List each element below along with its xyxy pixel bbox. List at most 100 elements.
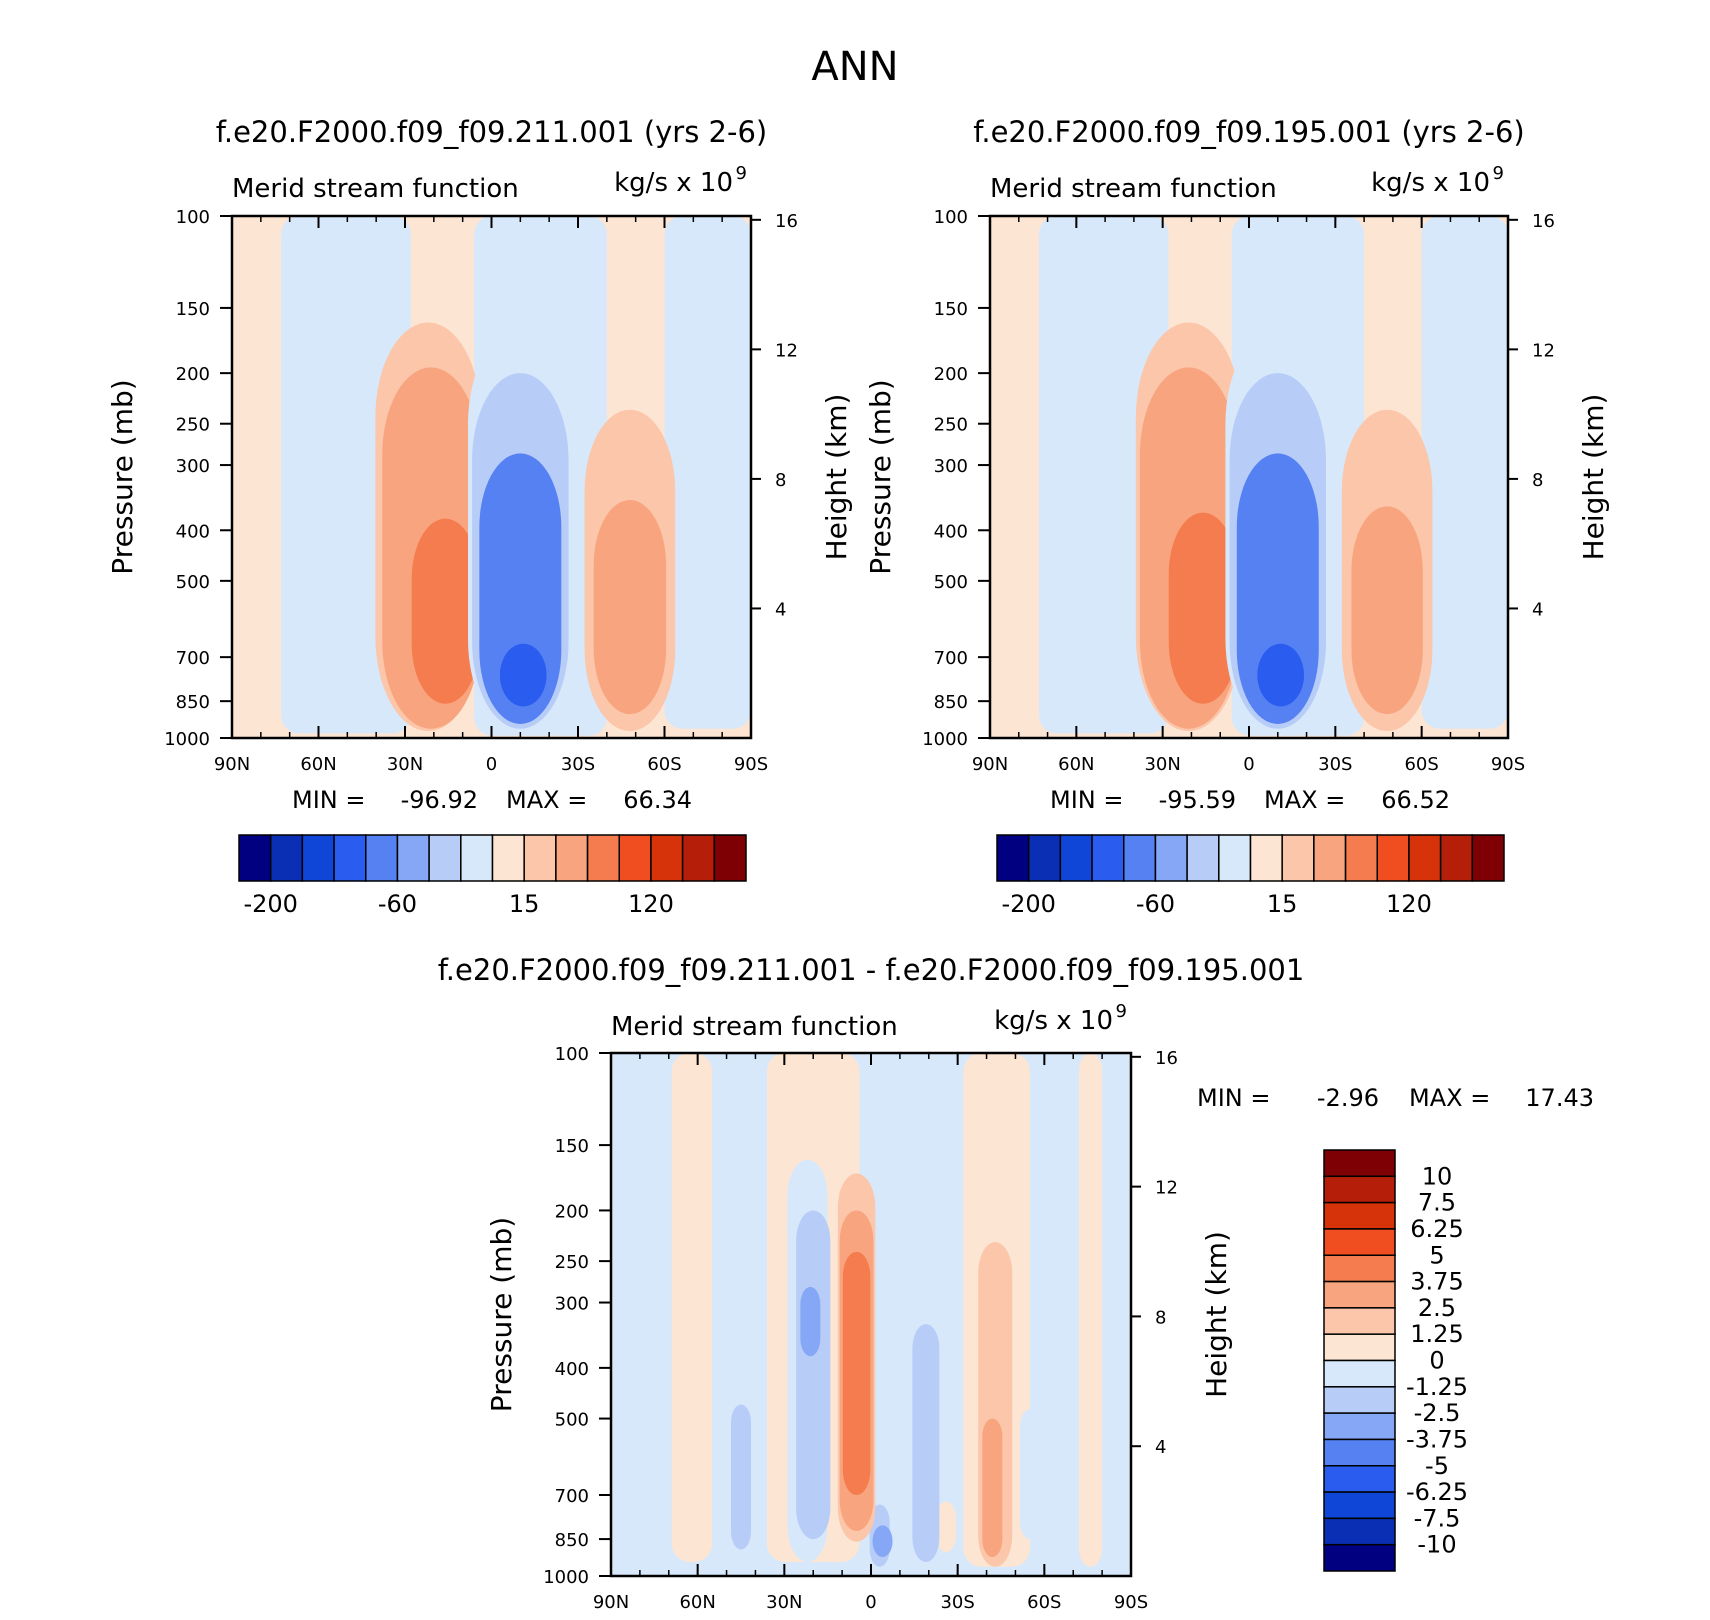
colorbar-swatch <box>333 834 367 882</box>
contour-field <box>232 216 751 738</box>
colorbar-swatch <box>1027 834 1062 882</box>
panel-2: f.e20.F2000.f09_f09.195.001 (yrs 2-6) Mer… <box>864 115 1610 918</box>
colorbar-swatch <box>586 834 620 882</box>
colorbar-swatch <box>460 834 494 882</box>
colorbar-swatch <box>1344 834 1378 882</box>
y-tick-label: 200 <box>176 364 210 385</box>
colorbar: 107.56.2553.752.51.250-1.25-2.5-3.75-5-6… <box>1323 1149 1468 1572</box>
colorbar-swatch <box>1249 834 1283 882</box>
y2-tick-label: 8 <box>775 470 786 491</box>
colorbar-swatch <box>396 834 430 882</box>
colorbar-label: -200 <box>1001 890 1055 918</box>
colorbar-swatch <box>1323 1438 1396 1467</box>
colorbar: -200 -60 15 120 <box>238 834 747 918</box>
colorbar-label: -7.5 <box>1414 1504 1461 1532</box>
y-axis-label: Pressure (mb) <box>106 379 139 574</box>
y-tick-label: 150 <box>934 299 968 320</box>
contour-cell <box>936 1501 957 1553</box>
colorbar-swatch <box>1323 1175 1396 1204</box>
colorbar-swatch <box>1323 1412 1396 1441</box>
x-tick-label: 90S <box>1491 754 1525 775</box>
x-tick-label: 60S <box>1027 1592 1061 1613</box>
contour-cell <box>593 500 667 715</box>
colorbar-label: -10 <box>1417 1531 1456 1559</box>
colorbar-swatch <box>1186 834 1220 882</box>
y2-tick-label: 8 <box>1532 470 1543 491</box>
colorbar-swatch <box>555 834 589 882</box>
contour-cell <box>1168 512 1238 704</box>
colorbar-label: 120 <box>628 890 674 918</box>
y-tick-label: 500 <box>555 1410 589 1431</box>
figure-title: ANN <box>811 44 898 90</box>
colorbar-swatch <box>1323 1491 1396 1520</box>
max-label: MAX = <box>1264 786 1345 814</box>
units-label: kg/s x 10 <box>994 1006 1113 1036</box>
contour-cell <box>1351 506 1423 715</box>
y-tick-label: 1000 <box>164 729 210 750</box>
colorbar-swatch <box>1323 1386 1396 1414</box>
colorbar-label: -60 <box>1136 890 1175 918</box>
y-tick-label: 500 <box>176 572 210 593</box>
colorbar-swatch <box>1439 834 1474 882</box>
colorbar-swatch <box>1471 834 1505 882</box>
x-tick-label: 0 <box>1243 754 1254 775</box>
units-label: kg/s x 10 <box>1371 168 1490 198</box>
y-tick-label: 700 <box>555 1486 589 1507</box>
colorbar-swatch <box>681 834 716 882</box>
colorbar-swatch <box>1218 834 1252 882</box>
colorbar-swatch <box>523 834 557 882</box>
y-tick-label: 400 <box>555 1359 589 1380</box>
variable-label: Merid stream function <box>990 174 1277 204</box>
x-tick-label: 30S <box>561 754 595 775</box>
y-tick-label: 300 <box>934 456 968 477</box>
x-tick-label: 30N <box>766 1592 802 1613</box>
panel-3: f.e20.F2000.f09_f09.211.001 - f.e20.F200… <box>438 953 1594 1613</box>
colorbar-swatch <box>1408 834 1442 882</box>
y2-tick-label: 4 <box>1532 599 1543 620</box>
y-tick-label: 200 <box>934 364 968 385</box>
y2-tick-label: 4 <box>1155 1437 1166 1458</box>
colorbar-swatch <box>1323 1333 1396 1362</box>
colorbar-swatch <box>996 834 1030 882</box>
contour-cell <box>872 1525 893 1558</box>
y2-tick-label: 12 <box>1155 1178 1178 1199</box>
contour-band <box>664 216 751 729</box>
units-label: kg/s x 10 <box>614 168 733 198</box>
min-label: MIN = <box>1050 786 1123 814</box>
units-exponent: 9 <box>1116 1001 1127 1022</box>
y2-tick-label: 16 <box>775 211 798 232</box>
colorbar-swatch <box>1323 1201 1396 1230</box>
contour-cell <box>912 1324 940 1562</box>
contour-cell <box>1019 1409 1040 1540</box>
y-tick-label: 250 <box>934 415 968 436</box>
y2-tick-label: 12 <box>1532 340 1555 361</box>
contour-cell <box>796 1210 831 1540</box>
panel-title: f.e20.F2000.f09_f09.211.001 - f.e20.F200… <box>438 953 1305 987</box>
y-tick-label: 700 <box>934 648 968 669</box>
colorbar-swatch <box>1059 834 1093 882</box>
colorbar-swatch <box>1323 1465 1396 1493</box>
contour-cell <box>800 1286 821 1357</box>
colorbar-swatch <box>1323 1149 1396 1178</box>
y-tick-label: 150 <box>555 1136 589 1157</box>
y-tick-label: 400 <box>934 521 968 542</box>
colorbar-label: -60 <box>378 890 417 918</box>
min-value: -96.92 <box>401 786 478 814</box>
contour-field <box>611 1053 1131 1576</box>
y-tick-label: 100 <box>176 207 210 228</box>
variable-label: Merid stream function <box>232 174 519 204</box>
colorbar-swatch <box>1154 834 1188 882</box>
contour-cell <box>842 1251 871 1495</box>
contour-cell <box>687 1399 708 1553</box>
y-tick-label: 500 <box>934 572 968 593</box>
y-tick-label: 300 <box>555 1294 589 1315</box>
max-value: 66.52 <box>1381 786 1450 814</box>
colorbar-label: 3.75 <box>1410 1268 1463 1296</box>
colorbar-swatch <box>650 834 684 882</box>
y-tick-label: 850 <box>555 1530 589 1551</box>
max-label: MAX = <box>1409 1084 1490 1112</box>
y-tick-label: 1000 <box>922 729 968 750</box>
colorbar-swatch <box>1323 1543 1396 1572</box>
colorbar-label: 5 <box>1429 1241 1444 1269</box>
